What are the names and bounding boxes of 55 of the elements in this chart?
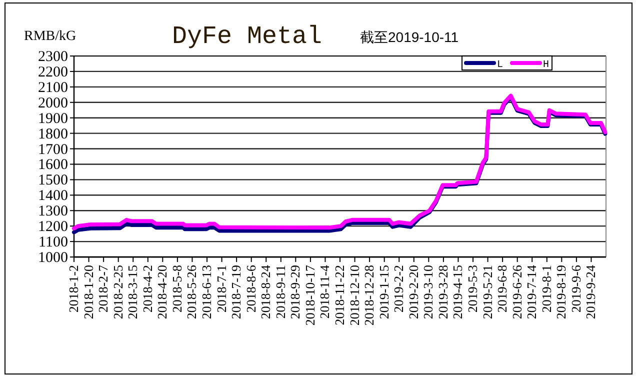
x-tick-label: 2019-8-1	[538, 265, 554, 313]
x-tick-label: 2019-1-15	[376, 265, 392, 320]
x-tick-label: 2019-2-20	[406, 265, 421, 320]
chart-subtitle: 截至2019-10-11	[360, 29, 459, 45]
x-tick-label: 2018-4-2	[140, 265, 155, 313]
x-tick-label: 2018-4-20	[154, 265, 170, 320]
y-tick-label: 1500	[38, 172, 68, 189]
x-tick-label: 2018-5-8	[169, 265, 184, 313]
x-tick-label: 2019-8-19	[554, 265, 569, 320]
y-tick-label: 1400	[38, 188, 68, 204]
y-tick-label: 2100	[38, 80, 68, 96]
x-tick-label: 2018-7-1	[214, 265, 229, 313]
chart-title: DyFe Metal	[172, 22, 322, 51]
x-tick-label: 2018-7-19	[228, 265, 244, 320]
x-tick-label: 2019-4-15	[450, 265, 466, 320]
x-tick-label: 2018-12-28	[362, 265, 377, 326]
x-tick-label: 2018-2-7	[96, 264, 111, 313]
y-tick-label: 1000	[38, 250, 68, 266]
y-tick-label: 1900	[38, 110, 68, 127]
y-tick-label: 1100	[38, 234, 68, 251]
x-tick-label: 2018-6-13	[199, 265, 214, 320]
x-tick-label: 2019-6-8	[494, 265, 510, 313]
x-tick-label: 2018-9-11	[272, 265, 288, 319]
y-tick-label: 1300	[38, 204, 68, 220]
x-tick-label: 2019-5-3	[465, 265, 480, 313]
y-tick-label: 1600	[38, 157, 68, 174]
x-tick-label: 2018-1-20	[80, 265, 96, 320]
x-tick-label: 2019-7-14	[524, 264, 540, 320]
legend-label: L	[497, 60, 504, 71]
y-tick-label: 2000	[38, 95, 68, 112]
x-tick-label: 2019-6-26	[509, 264, 524, 320]
x-tick-label: 2018-8-24	[258, 264, 274, 320]
x-tick-label: 2018-3-15	[125, 265, 140, 320]
x-tick-label: 2018-11-4	[317, 264, 332, 319]
y-tick-label: 1700	[38, 142, 68, 158]
y-tick-label: 1800	[38, 126, 68, 142]
y-tick-label: 1200	[38, 219, 68, 236]
x-tick-label: 2018-12-10	[346, 265, 362, 326]
x-tick-label: 2019-3-10	[420, 265, 436, 320]
y-tick-label: 2300	[38, 49, 68, 65]
x-tick-label: 2018-2-25	[110, 265, 126, 320]
x-tick-label: 2019-2-2	[391, 265, 406, 313]
x-tick-label: 2018-11-22	[332, 265, 347, 326]
x-tick-label: 2019-9-24	[583, 264, 598, 320]
legend-label: H	[543, 60, 550, 71]
x-tick-label: 2018-9-29	[288, 265, 303, 320]
x-tick-label: 2018-5-26	[184, 264, 200, 320]
x-tick-label: 2019-5-21	[480, 265, 495, 320]
y-axis-title: RMB/kG	[24, 29, 76, 44]
y-tick-label: 2200	[38, 64, 68, 80]
x-tick-label: 2019-3-28	[435, 265, 450, 320]
x-tick-label: 2018-1-2	[66, 265, 81, 313]
x-tick-label: 2019-9-6	[568, 264, 584, 313]
x-tick-label: 2018-10-17	[302, 264, 318, 326]
x-tick-label: 2018-8-6	[243, 264, 258, 313]
